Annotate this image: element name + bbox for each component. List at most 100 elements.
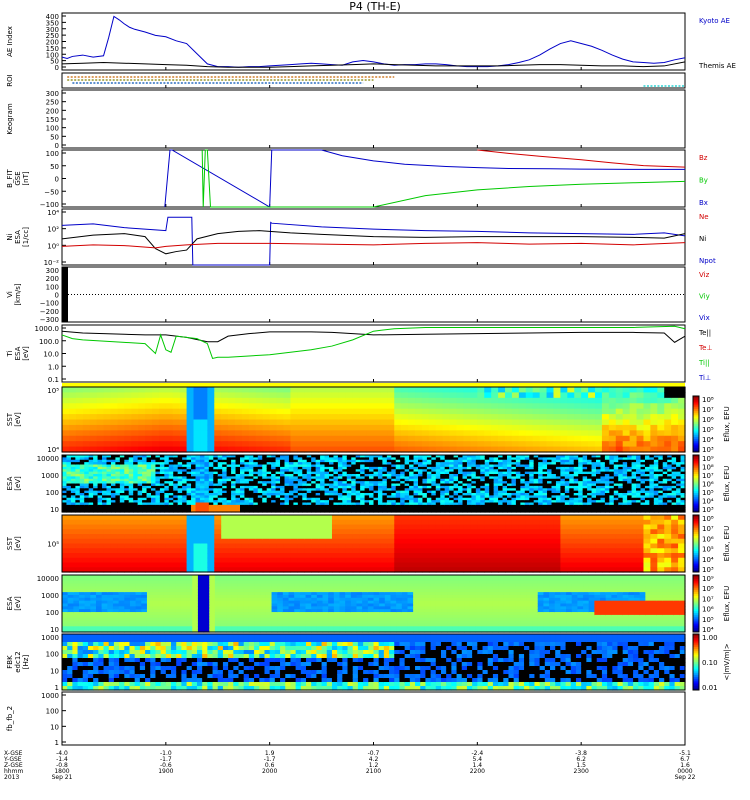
series-line-Kyoto-AE [61,15,686,68]
spectro-cell [302,509,308,513]
spectro-cell [131,524,139,530]
spectro-cell [155,471,161,475]
spectro-cell [515,474,521,477]
spectro-cell [391,507,397,511]
spectro-cell [609,462,615,466]
spectro-cell [546,397,555,404]
spectro-cell [373,497,379,501]
spectro-cell [186,403,195,410]
spectro-cell [431,507,437,511]
spectro-cell [297,471,303,475]
spectro-cell [564,504,570,508]
spectro-cell [480,509,486,513]
spectro-cell [179,446,188,453]
spectro-cell [524,471,530,475]
spectro-cell [466,457,472,461]
spectro-cell [128,500,134,504]
spectro-cell [511,478,517,482]
spectro-cell [172,387,181,394]
spectro-cell [643,446,651,453]
spectro-cell [415,408,423,415]
spectro-cell [404,504,410,508]
spectro-cell [88,493,94,496]
spectro-cell [106,469,112,473]
spectro-cell [146,483,152,487]
spectro-cell [133,507,139,511]
spectro-cell [484,476,490,480]
spectro-cell [426,502,432,506]
spectro-cell [386,478,392,482]
spectro-cell [158,534,167,540]
spectro-cell [596,466,602,470]
spectro-cell [168,504,174,508]
spectro-cell [484,509,490,513]
spectro-cell [484,446,492,453]
spectro-cell [484,419,492,426]
spectro-cell [217,455,223,458]
spectro-cell [106,495,112,499]
spectro-cell [458,502,464,506]
spectro-cell [186,469,192,473]
spectro-cell [475,481,481,485]
spectro-cell [458,500,464,504]
spectro-cell [555,478,561,482]
spectro-cell [538,485,544,489]
spectro-cell [449,500,455,504]
spectro-cell [110,562,118,568]
spectro-cell [240,488,246,492]
spectro-cell [409,504,415,508]
spectro-cell [324,474,330,477]
spectro-cell [587,483,593,487]
spectro-cell [159,483,165,487]
spectro-cell [200,430,208,437]
spectro-cell [458,478,464,482]
spectro-cell [235,408,243,415]
spectro-cell [124,553,132,559]
spectro-cell [466,478,472,482]
spectro-cell [172,543,181,549]
spectro-cell [591,495,597,499]
spectro-cell [297,459,303,463]
spectro-cell [158,557,167,564]
spectro-cell [627,459,633,463]
spectro-cell [290,430,298,437]
spectro-cell [320,478,326,482]
spectro-cell [475,509,481,513]
spectro-cell [257,469,263,473]
spectro-cell [480,497,486,501]
spectro-cell [520,488,526,492]
spectro-cell [240,497,246,501]
spectro-cell [62,459,68,463]
spectro-cell [359,430,368,437]
spectro-cell [636,387,645,394]
ytick-label-sst_a: 10⁵ [47,387,59,395]
spectro-cell [271,488,277,492]
spectro-cell [456,435,465,442]
spectro-cell [382,471,388,475]
spectro-cell [302,507,308,511]
spectro-cell [302,481,308,485]
spectro-cell [431,490,437,494]
ytick-label-ae: 200 [46,39,59,47]
spectro-cell [359,424,368,431]
spectro-cell [177,457,183,461]
spectro-cell [662,464,668,468]
spectro-cell [608,430,617,437]
spectro-cell [269,435,278,442]
spectro-cell [507,466,513,470]
spectro-cell [155,457,161,461]
spectro-cell [195,466,201,470]
spectro-cell [680,495,686,499]
spectro-cell [186,459,192,463]
spectro-cell [102,471,108,475]
spectro-cell [269,446,278,453]
spectro-cell [68,446,77,453]
spectro-cell [604,488,610,492]
spectro-cell [275,500,281,504]
spectro-cell [213,466,219,470]
spectro-cell [88,469,94,473]
spectro-cell [539,419,548,426]
spectro-cell [471,474,477,477]
spectro-cell [262,392,271,399]
spectro-cell [88,500,94,504]
